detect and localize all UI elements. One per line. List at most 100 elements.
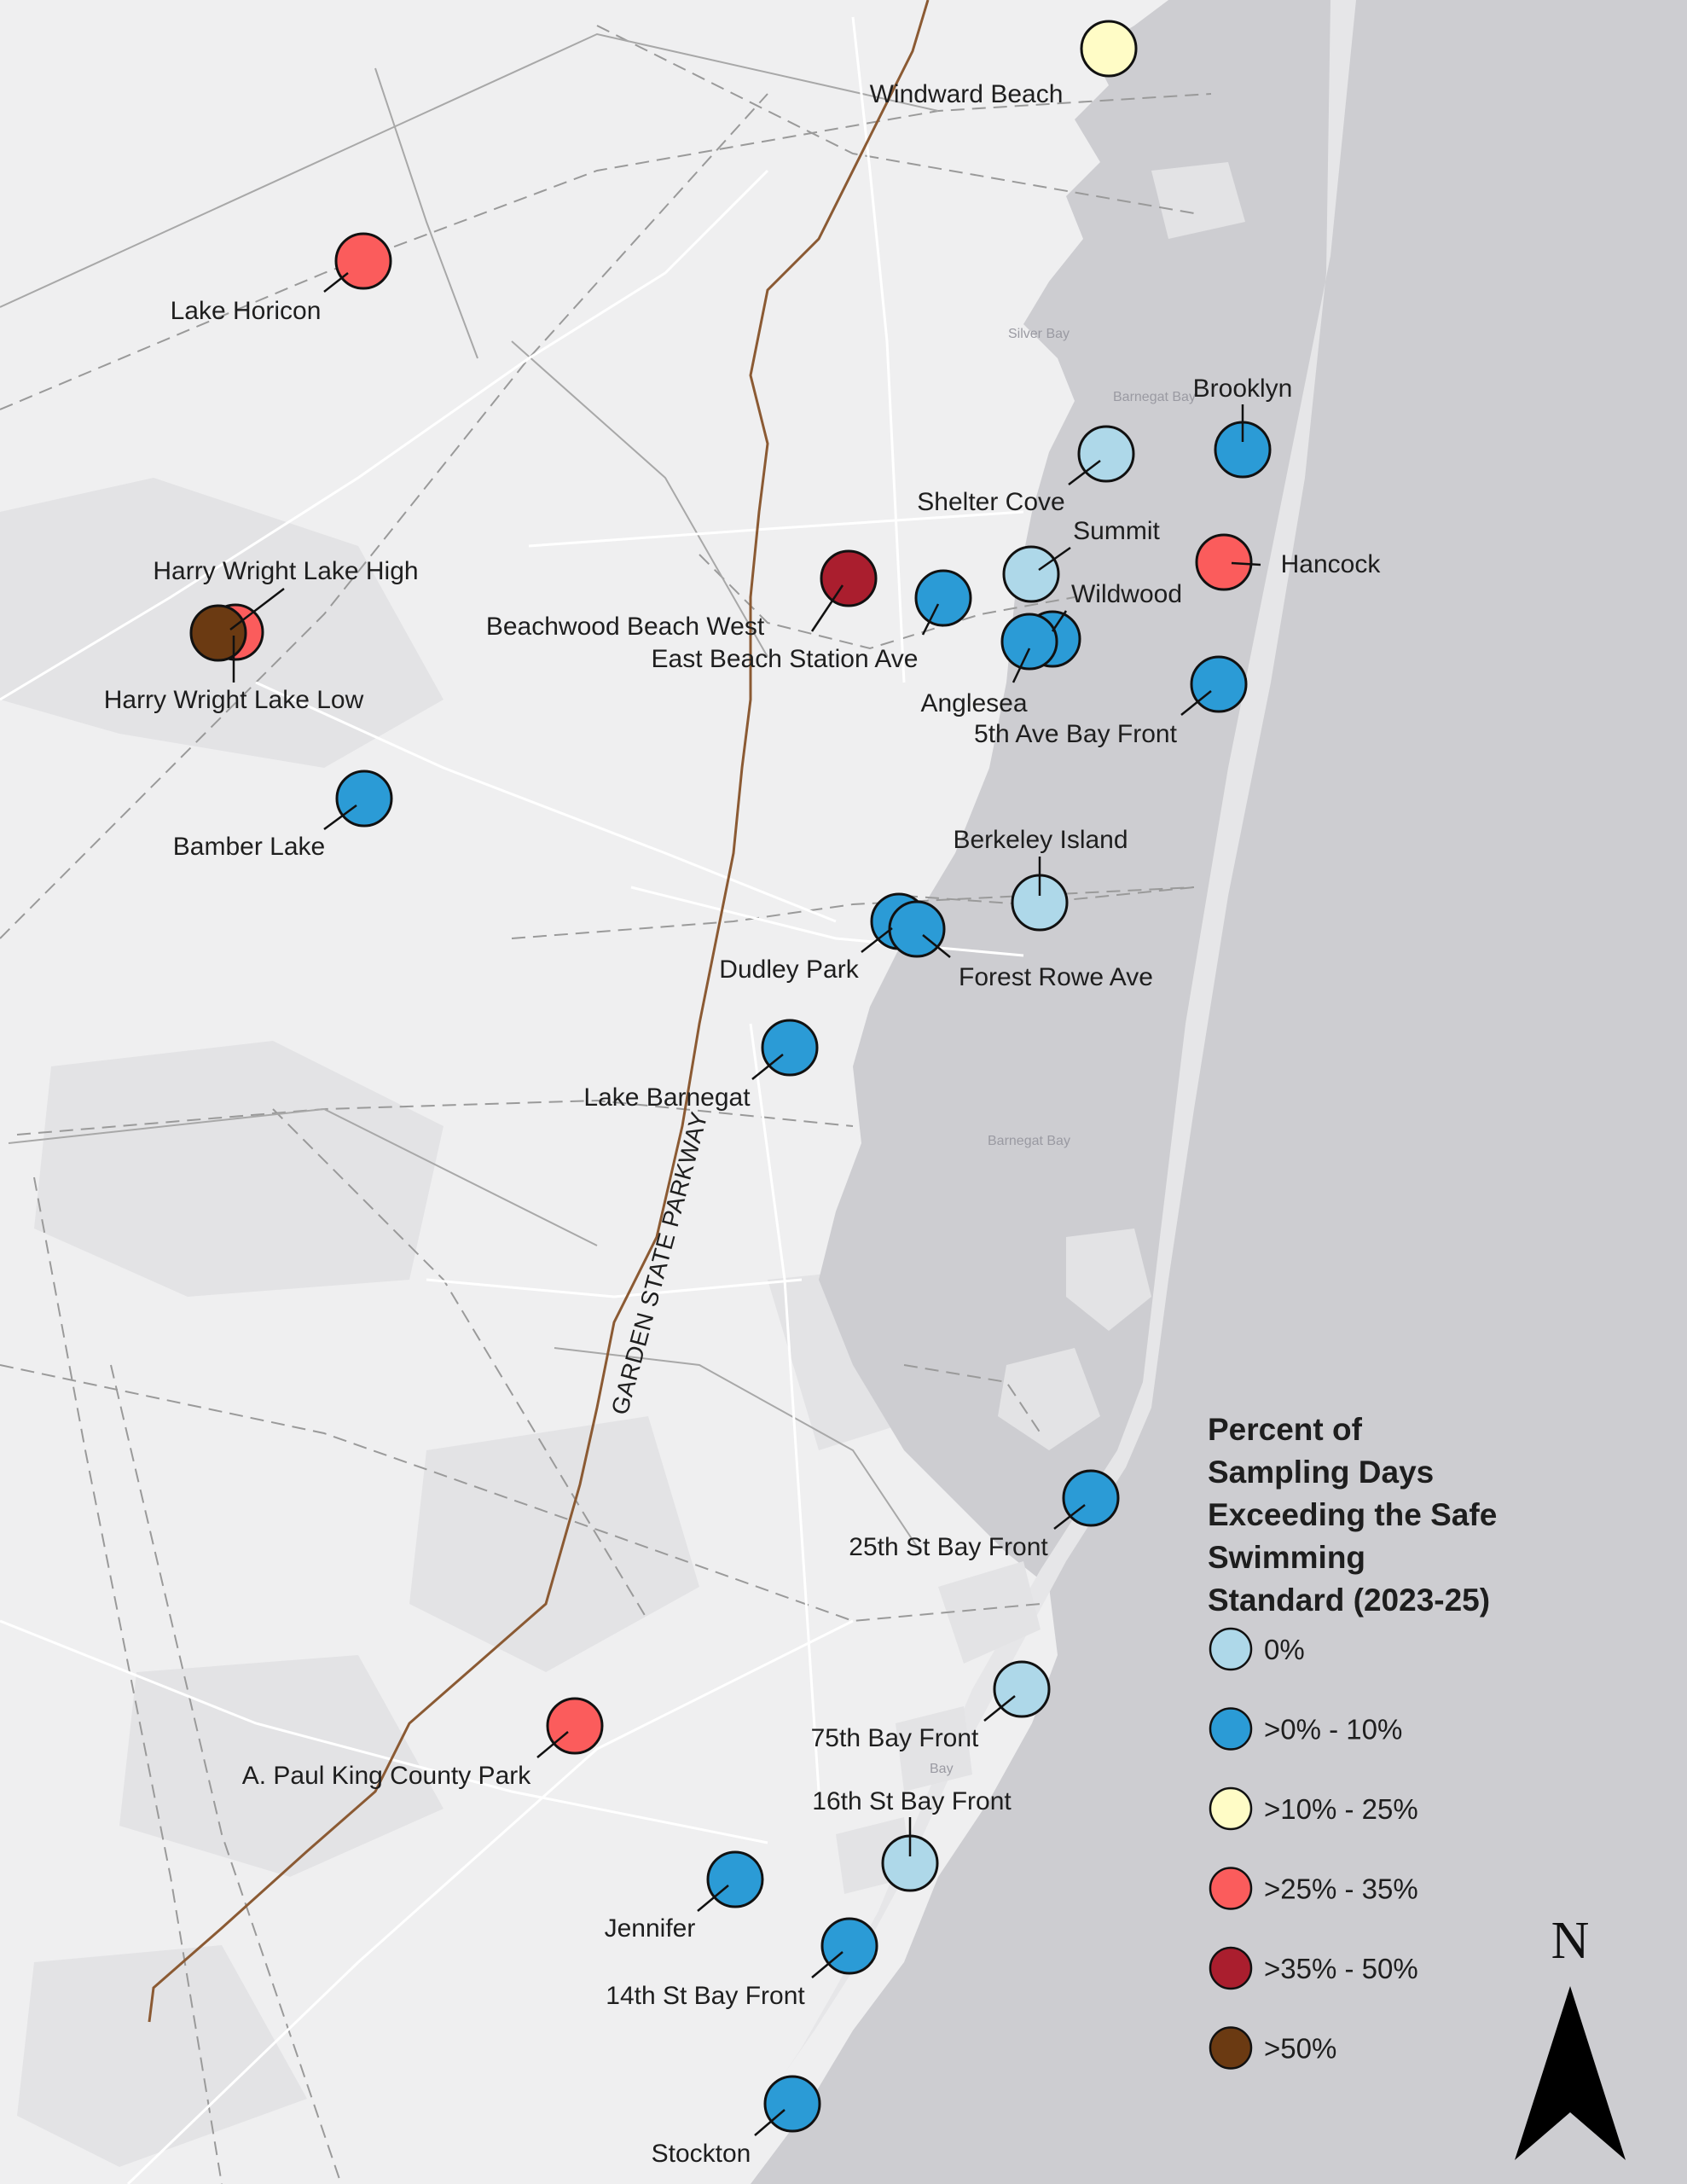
water-label-barnegat-bay-north: Barnegat Bay <box>1113 390 1196 404</box>
site-label-16th-st-bay-front: 16th St Bay Front <box>812 1787 1012 1815</box>
site-label-5th-ave-bay-front: 5th Ave Bay Front <box>974 720 1178 748</box>
site-marker-a-paul-king-county-park[interactable] <box>546 1697 604 1755</box>
site-marker-25th-st-bay-front[interactable] <box>1062 1469 1120 1527</box>
site-label-anglesea: Anglesea <box>920 689 1027 717</box>
leader-line-east-beach-station-ave <box>921 603 940 636</box>
leader-line-hancock <box>1231 561 1261 566</box>
leader-line-forest-rowe-ave <box>922 934 951 958</box>
site-marker-forest-rowe-ave[interactable] <box>888 900 946 958</box>
leader-line-75th-bay-front <box>983 1695 1016 1722</box>
leader-line-anglesea <box>1012 648 1031 683</box>
site-marker-jennifer[interactable] <box>706 1850 764 1908</box>
leader-line-14th-st-bay-front <box>811 1951 844 1978</box>
site-marker-14th-st-bay-front[interactable] <box>820 1917 878 1975</box>
leader-line-5th-ave-bay-front <box>1180 690 1212 716</box>
legend-swatch-2 <box>1209 1707 1253 1751</box>
site-label-bamber-lake: Bamber Lake <box>173 833 325 861</box>
site-label-stockton: Stockton <box>652 2140 751 2168</box>
site-label-harry-wright-lake-low: Harry Wright Lake Low <box>104 686 364 714</box>
north-label: N <box>1551 1912 1590 1970</box>
legend-swatch-1 <box>1209 1627 1253 1671</box>
site-label-lake-barnegat: Lake Barnegat <box>583 1083 751 1112</box>
site-label-harry-wright-lake-high: Harry Wright Lake High <box>153 557 418 585</box>
leader-line-lake-barnegat <box>751 1054 784 1080</box>
site-label-jennifer: Jennifer <box>605 1914 696 1943</box>
sampling-sites: Windward Beach Lake Horicon Brooklyn Shelte… <box>104 20 1382 2168</box>
site-marker-lake-horicon[interactable] <box>334 232 392 290</box>
north-arrow-shape <box>1515 1986 1626 2160</box>
site-marker-shelter-cove[interactable] <box>1077 425 1135 483</box>
site-label-hancock: Hancock <box>1281 550 1382 578</box>
legend-swatch-5 <box>1209 1946 1253 1990</box>
legend-label-1: 0% <box>1264 1634 1305 1665</box>
leader-line-a-paul-king-county-park <box>536 1731 569 1758</box>
leader-line-stockton <box>754 2109 786 2136</box>
site-label-14th-st-bay-front: 14th St Bay Front <box>606 1982 805 2010</box>
site-labels: Windward Beach Lake Horicon Brooklyn Shelte… <box>104 80 1382 2168</box>
site-label-berkeley-island: Berkeley Island <box>953 826 1128 854</box>
site-marker-windward-beach[interactable] <box>1080 20 1138 78</box>
leader-line-beachwood-beach-west <box>810 584 844 632</box>
site-marker-harry-wright-lake-low[interactable] <box>189 604 247 662</box>
site-marker-lake-barnegat[interactable] <box>761 1019 819 1077</box>
site-label-windward-beach: Windward Beach <box>870 80 1064 108</box>
leader-line-bamber-lake <box>323 804 357 831</box>
site-label-dudley-park: Dudley Park <box>719 956 859 984</box>
water-label-silver-bay: Silver Bay <box>1008 327 1070 341</box>
leader-line-dudley-park <box>861 927 893 953</box>
legend-items: 0% >0% - 10% >10% - 25% >25% - 35% >35% - 50… <box>1209 1627 1418 2070</box>
site-marker-75th-bay-front[interactable] <box>993 1660 1051 1718</box>
site-label-25th-st-bay-front: 25th St Bay Front <box>849 1533 1048 1561</box>
legend-title-line-3: Exceeding the Safe <box>1208 1497 1497 1532</box>
site-marker-anglesea[interactable] <box>1000 613 1058 671</box>
legend-title-line-2: Sampling Days <box>1208 1455 1434 1490</box>
garden-state-parkway <box>148 0 930 2023</box>
legend-label-4: >25% - 35% <box>1264 1873 1418 1905</box>
site-label-lake-horicon: Lake Horicon <box>171 297 322 325</box>
water-label-barnegat-bay-south: Barnegat Bay <box>988 1134 1070 1148</box>
leader-line-summit <box>1038 546 1071 572</box>
legend-title-line-5: Standard (2023-25) <box>1208 1583 1490 1618</box>
site-label-shelter-cove: Shelter Cove <box>917 488 1064 516</box>
site-label-summit: Summit <box>1073 517 1160 545</box>
legend: Percent of Sampling Days Exceeding the S… <box>1208 1412 1497 2070</box>
roads <box>0 16 1024 2184</box>
site-marker-stockton[interactable] <box>763 2075 821 2133</box>
leader-line-jennifer <box>697 1885 729 1912</box>
county-boundaries <box>0 32 939 1554</box>
site-markers <box>189 20 1272 2133</box>
site-label-wildwood: Wildwood <box>1071 580 1182 608</box>
marsh-islands <box>836 162 1245 1894</box>
legend-title-line-4: Swimming <box>1208 1540 1365 1575</box>
legend-label-6: >50% <box>1264 2033 1336 2065</box>
water-label-bay: Bay <box>930 1762 954 1776</box>
leader-line-25th-st-bay-front <box>1053 1504 1086 1530</box>
site-label-beachwood-beach-west: Beachwood Beach West <box>486 613 765 641</box>
site-leaders <box>229 272 1261 2136</box>
site-label-a-paul-king-county-park: A. Paul King County Park <box>242 1762 532 1790</box>
legend-label-5: >35% - 50% <box>1264 1953 1418 1984</box>
legend-swatch-3 <box>1209 1786 1253 1831</box>
site-marker-bamber-lake[interactable] <box>335 770 393 828</box>
legend-label-3: >10% - 25% <box>1264 1793 1418 1825</box>
leader-line-lake-horicon <box>323 272 349 293</box>
north-arrow-icon: N <box>1515 1912 1626 2160</box>
site-marker-summit[interactable] <box>1002 545 1060 603</box>
site-marker-5th-ave-bay-front[interactable] <box>1190 655 1248 713</box>
site-label-75th-bay-front: 75th Bay Front <box>811 1724 979 1752</box>
legend-swatch-6 <box>1209 2026 1253 2070</box>
legend-title-line-1: Percent of <box>1208 1412 1363 1447</box>
site-label-east-beach-station-ave: East Beach Station Ave <box>652 645 919 673</box>
site-marker-hancock[interactable] <box>1195 533 1253 591</box>
ocean <box>751 0 1687 2184</box>
site-marker-east-beach-station-ave[interactable] <box>914 569 972 627</box>
leader-line-harry-wright-lake-high <box>229 588 285 630</box>
legend-swatch-4 <box>1209 1867 1253 1910</box>
leader-line-shelter-cove <box>1068 460 1101 485</box>
site-marker-beachwood-beach-west[interactable] <box>820 549 878 607</box>
site-label-brooklyn: Brooklyn <box>1193 375 1293 403</box>
leader-line-wildwood <box>1051 610 1068 632</box>
